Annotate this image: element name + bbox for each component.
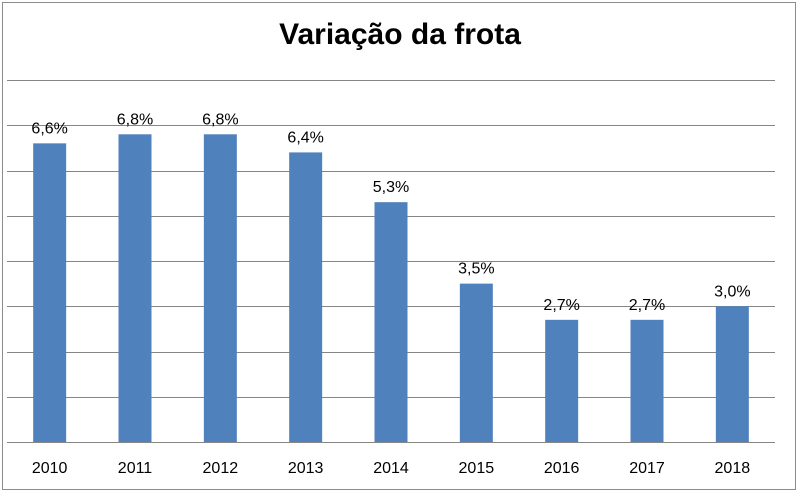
bar-2017 [630, 319, 664, 442]
data-label-2017: 2,7% [629, 297, 665, 314]
bar-2018 [715, 306, 749, 442]
data-label-2011: 6,8% [117, 111, 153, 128]
chart-title: Variação da frota [279, 18, 521, 51]
bar-2015 [459, 283, 493, 442]
bar-2011 [118, 134, 152, 443]
x-tick-label-2018: 2018 [715, 460, 751, 477]
data-labels: 6,6% 6,8% 6,8% 6,4% 5,3% 3,5% 2,7% 2,7% 3,0% [31, 111, 750, 314]
x-tick-labels: 2010 2011 2012 2013 2014 2015 2016 2017 2018 [32, 460, 750, 477]
data-label-2013: 6,4% [287, 129, 323, 146]
x-tick-label-2017: 2017 [629, 460, 665, 477]
bar-2016 [545, 319, 579, 442]
x-tick-label-2014: 2014 [373, 460, 409, 477]
x-tick-label-2012: 2012 [203, 460, 239, 477]
x-tick-label-2015: 2015 [459, 460, 495, 477]
bar-2014 [374, 202, 408, 442]
data-label-2010: 6,6% [31, 120, 67, 137]
data-label-2015: 3,5% [458, 261, 494, 278]
data-label-2014: 5,3% [373, 179, 409, 196]
x-tick-label-2013: 2013 [288, 460, 324, 477]
data-label-2018: 3,0% [714, 283, 750, 300]
data-label-2016: 2,7% [543, 297, 579, 314]
bars [33, 134, 749, 443]
bar-2013 [289, 152, 323, 442]
bar-2010 [33, 143, 67, 442]
data-label-2012: 6,8% [202, 111, 238, 128]
x-tick-label-2016: 2016 [544, 460, 580, 477]
bar-2012 [203, 134, 237, 443]
x-tick-label-2010: 2010 [32, 460, 68, 477]
x-tick-label-2011: 2011 [118, 460, 153, 477]
